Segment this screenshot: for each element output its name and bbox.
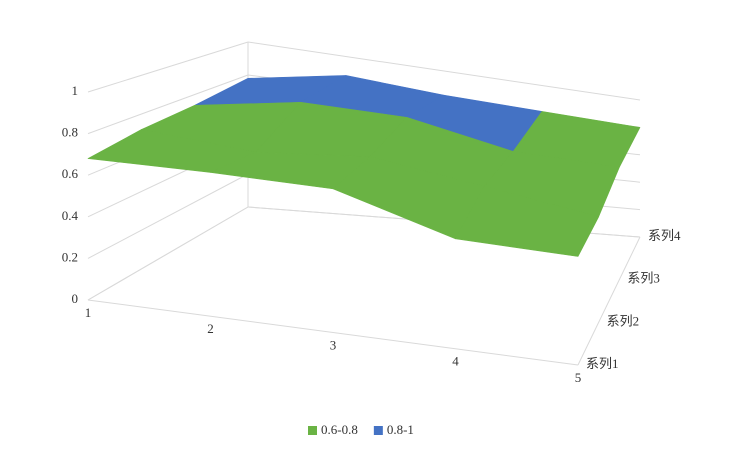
z-tick-label: 1: [72, 83, 79, 98]
z-tick-label: 0.4: [62, 208, 79, 223]
z-tick-label: 0: [72, 291, 79, 306]
grid-line: [87, 173, 249, 259]
x-tick-label: 5: [575, 370, 582, 385]
z-tick-label: 0.2: [62, 249, 78, 264]
series-label: 系列1: [586, 356, 619, 371]
series-label: 系列2: [607, 313, 640, 328]
series-label: 系列3: [627, 271, 660, 286]
grid-line: [87, 74, 249, 135]
x-tick-label: 4: [452, 354, 459, 369]
x-tick-label: 2: [207, 321, 214, 336]
series-label: 系列4: [648, 228, 681, 243]
x-tick-label: 3: [330, 337, 337, 352]
grid-line: [247, 41, 641, 101]
surface-patch: [455, 186, 599, 257]
legend-swatch: [373, 426, 383, 435]
grid-line: [87, 206, 249, 301]
legend-label: 0.6-0.8: [321, 422, 358, 437]
grid-line: [87, 41, 249, 93]
x-tick-label: 1: [85, 305, 92, 320]
z-tick-label: 0.8: [62, 125, 78, 140]
legend-swatch: [308, 426, 317, 435]
floor-edge: [577, 236, 641, 366]
legend-label: 0.8-1: [387, 422, 414, 437]
floor-edge: [87, 299, 579, 366]
z-tick-label: 0.6: [62, 166, 79, 181]
